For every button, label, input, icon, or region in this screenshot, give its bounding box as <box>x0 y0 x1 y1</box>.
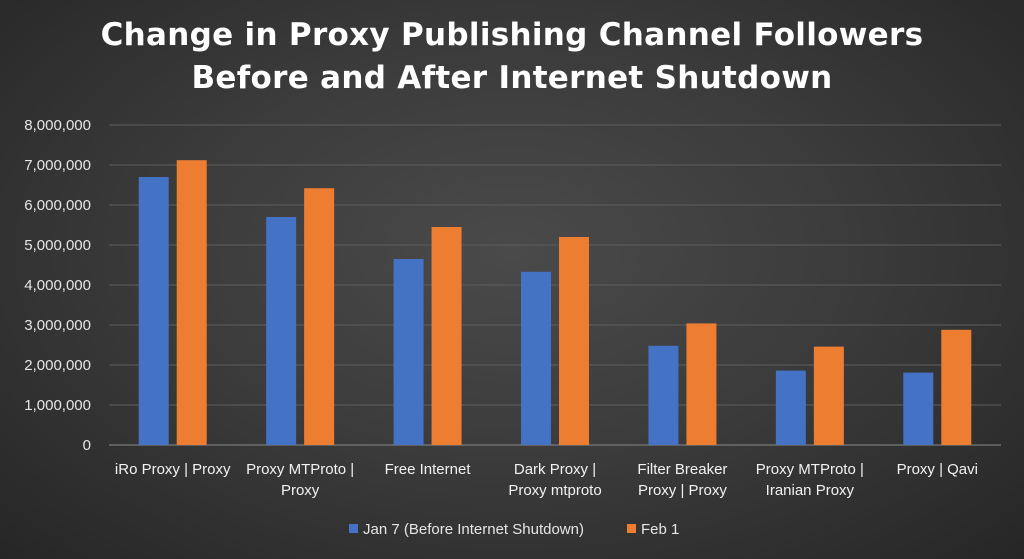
category-label-line: Free Internet <box>385 461 472 478</box>
y-tick-label: 4,000,000 <box>24 277 91 294</box>
category-label: Free Internet <box>385 461 472 478</box>
bar-jan7 <box>393 259 424 445</box>
legend-label: Feb 1 <box>641 521 679 538</box>
category-label-line: Dark Proxy | <box>514 461 596 478</box>
bar-jan7 <box>775 370 806 445</box>
category-label: Dark Proxy | Proxy mtproto <box>508 461 601 499</box>
bar-jan7 <box>521 271 551 445</box>
category-label: Proxy MTProto | Iranian Proxy <box>756 461 864 499</box>
category-label: Proxy MTProto | Proxy <box>246 461 354 499</box>
bar-feb1 <box>304 188 335 445</box>
category-label-line: Iranian Proxy <box>766 482 855 499</box>
chart-title-line-2: Before and After Internet Shutdown <box>191 60 833 96</box>
bar-feb1 <box>176 160 207 445</box>
category-label-line: Proxy | Qavi <box>897 461 978 478</box>
category-label: Proxy | Qavi <box>897 461 978 478</box>
category-label-line: Proxy MTProto | <box>756 461 864 478</box>
y-tick-label: 0 <box>83 437 91 454</box>
category-label-line: Proxy <box>281 482 320 499</box>
legend-label: Jan 7 (Before Internet Shutdown) <box>363 521 584 538</box>
legend-swatch <box>349 524 358 533</box>
y-tick-label: 3,000,000 <box>24 317 91 334</box>
category-label-line: Proxy MTProto | <box>246 461 354 478</box>
category-label-line: iRo Proxy | Proxy <box>115 461 231 478</box>
bar-feb1 <box>431 227 462 445</box>
bar-feb1 <box>686 323 717 445</box>
bar-jan7 <box>266 217 297 445</box>
bar-jan7 <box>648 345 679 445</box>
y-tick-label: 7,000,000 <box>24 157 91 174</box>
bar-feb1 <box>813 346 844 445</box>
y-tick-label: 6,000,000 <box>24 197 91 214</box>
bar-feb1 <box>559 237 589 445</box>
chart-title-line-1: Change in Proxy Publishing Channel Follo… <box>100 17 924 53</box>
legend-swatch <box>627 524 636 533</box>
bar-jan7 <box>138 177 169 445</box>
y-tick-label: 2,000,000 <box>24 357 91 374</box>
y-tick-label: 5,000,000 <box>24 237 91 254</box>
y-tick-label: 8,000,000 <box>24 117 91 134</box>
chart-title: Change in Proxy Publishing Channel Follo… <box>0 14 1024 100</box>
category-label-line: Proxy | Proxy <box>638 482 727 499</box>
category-label: iRo Proxy | Proxy <box>115 461 231 478</box>
category-label: Filter Breaker Proxy | Proxy <box>637 461 727 499</box>
bar-jan7 <box>903 372 934 445</box>
y-tick-label: 1,000,000 <box>24 397 91 414</box>
category-label-line: Proxy mtproto <box>508 482 601 499</box>
bar-feb1 <box>941 329 972 445</box>
category-label-line: Filter Breaker <box>637 461 727 478</box>
